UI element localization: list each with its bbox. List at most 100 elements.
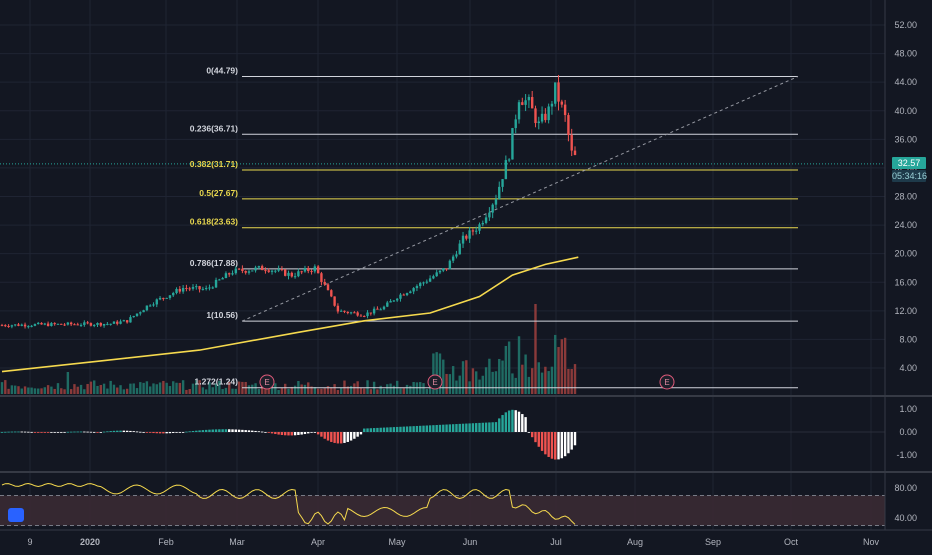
- candle-body: [567, 115, 570, 135]
- candle-body: [60, 323, 63, 325]
- earnings-marker-label: E: [432, 378, 437, 387]
- macd-bar: [435, 425, 438, 432]
- volume-bar: [195, 380, 198, 394]
- candle-body: [382, 306, 386, 310]
- macd-bar: [10, 431, 14, 433]
- price-tick-label: 52.00: [894, 20, 917, 30]
- macd-bar: [89, 431, 93, 433]
- time-tick-label: 2020: [80, 537, 100, 547]
- volume-bar: [122, 389, 126, 394]
- volume-bar: [544, 366, 547, 394]
- macd-bar: [422, 425, 425, 432]
- candle-body: [550, 103, 554, 107]
- candle-body: [228, 273, 231, 275]
- macd-bar: [567, 432, 570, 454]
- candle-body: [241, 268, 244, 271]
- earnings-marker-circle: [259, 374, 275, 390]
- macd-bar: [106, 431, 109, 433]
- macd-bar: [234, 429, 238, 432]
- candle-body: [155, 299, 158, 305]
- volume-bar: [498, 358, 501, 394]
- volume-bar: [46, 385, 50, 394]
- volume-bar: [567, 368, 570, 394]
- volume-bar: [346, 386, 349, 394]
- logo-icon[interactable]: [8, 508, 24, 522]
- pane-separators[interactable]: [0, 395, 932, 473]
- time-tick-label: Feb: [158, 537, 174, 547]
- candle-body: [221, 278, 224, 280]
- volume-bar: [63, 389, 66, 394]
- candle-body: [152, 304, 155, 306]
- macd-bar: [537, 432, 540, 447]
- candle-body: [188, 288, 191, 290]
- price-tick-label: 36.00: [894, 134, 917, 144]
- candle-body: [99, 323, 102, 326]
- volume-bar: [366, 380, 369, 394]
- macd-bar: [425, 425, 429, 432]
- candle-body: [102, 323, 106, 326]
- macd-bar: [320, 432, 323, 437]
- candle-body: [284, 269, 287, 276]
- macd-bar: [195, 430, 198, 432]
- moving-average-line: [1, 256, 579, 373]
- macd-bar: [260, 431, 264, 433]
- macd-bar: [326, 432, 330, 441]
- candle-body: [445, 268, 448, 270]
- volume-bar: [40, 388, 43, 394]
- fibonacci-levels[interactable]: 0(44.79)0.236(36.71)0.382(31.71)0.5(27.6…: [0, 66, 885, 389]
- macd-bar: [343, 432, 346, 443]
- macd-bar: [257, 431, 261, 433]
- volume-bar: [142, 382, 145, 394]
- candle-body: [287, 272, 290, 276]
- macd-bar: [323, 432, 326, 439]
- macd-bar: [198, 430, 201, 432]
- candle-body: [40, 322, 43, 325]
- volume-bar: [514, 377, 517, 394]
- volume-bar: [300, 384, 303, 394]
- macd-tick-label: 0.00: [899, 427, 917, 437]
- macd-bar: [356, 432, 359, 437]
- candle-body: [372, 308, 376, 314]
- macd-bar: [86, 431, 89, 433]
- candle-body: [274, 270, 277, 272]
- macd-bar: [93, 431, 96, 433]
- volume-bar: [168, 386, 172, 394]
- macd-bar: [191, 430, 195, 432]
- macd-bar: [527, 432, 531, 433]
- volume-bar: [158, 382, 162, 394]
- candle-body: [7, 325, 10, 327]
- macd-bar: [498, 418, 501, 432]
- macd-bar: [382, 427, 386, 432]
- candle-body: [386, 302, 389, 307]
- candle-body: [432, 276, 435, 279]
- candle-body: [204, 288, 208, 290]
- trend-line[interactable]: [241, 76, 799, 322]
- moving-average: [1, 256, 579, 373]
- macd-bar: [264, 432, 267, 433]
- volume-bar: [333, 384, 336, 394]
- volume-bar: [488, 358, 491, 394]
- macd-bar: [20, 431, 23, 433]
- candle-body: [310, 271, 313, 273]
- volume-bar: [369, 389, 373, 394]
- time-axis[interactable]: 9 2020 Feb Mar Apr May Jun Jul Aug Sep Oct Nov: [0, 529, 932, 547]
- macd-bar: [244, 430, 247, 432]
- trend-line-dashed: [241, 76, 799, 322]
- volume-bar: [135, 388, 139, 394]
- macd-bar: [402, 426, 405, 432]
- candle-body: [540, 113, 544, 122]
- candle-body: [323, 281, 326, 285]
- candle-body: [201, 288, 205, 290]
- candle-body: [504, 160, 508, 180]
- macd-bar: [339, 432, 343, 444]
- candle-body: [73, 324, 76, 326]
- rsi-line: [1, 482, 576, 525]
- macd-bar: [330, 432, 333, 442]
- macd-bar: [66, 431, 70, 433]
- volume-bar: [386, 384, 389, 394]
- volume-bar: [224, 387, 228, 394]
- macd-bar: [208, 429, 211, 432]
